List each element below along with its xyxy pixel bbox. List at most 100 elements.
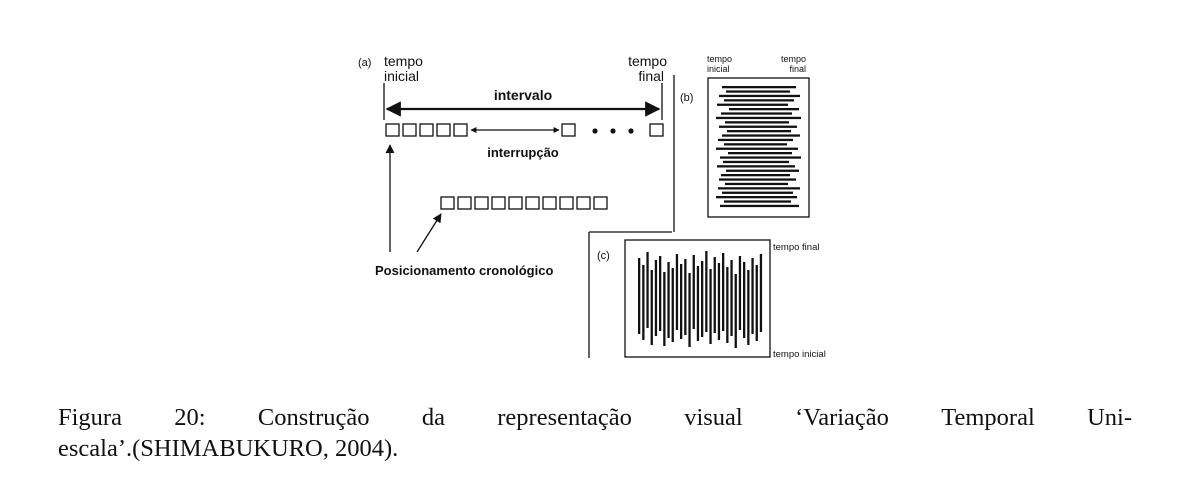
- panel-a-end-label-line1: tempo: [628, 53, 667, 69]
- panel-b-end-label-line1: tempo: [781, 54, 806, 64]
- square: [453, 123, 468, 137]
- vertical-bar: [709, 269, 712, 344]
- vertical-bar: [701, 261, 704, 337]
- square: [419, 123, 434, 137]
- caption-line-2-text: escala’.(SHIMABUKURO, 2004).: [58, 435, 399, 462]
- panel-b-start-label-line1: tempo: [707, 54, 732, 64]
- square: [440, 196, 455, 210]
- horizontal-bar: [718, 138, 793, 142]
- horizontal-bar: [718, 187, 800, 190]
- ellipsis-dots: [592, 128, 634, 134]
- caption-word: Temporal: [941, 404, 1035, 431]
- square: [402, 123, 417, 137]
- positioning-arrow-diagonal: [416, 213, 442, 253]
- square: [593, 196, 608, 210]
- vertical-bar: [696, 266, 700, 341]
- vertical-bar: [684, 259, 687, 335]
- horizontal-bar: [724, 200, 791, 203]
- square: [576, 196, 591, 210]
- horizontal-bar: [720, 204, 799, 208]
- panel-c: (c) tempo final tempo inicial: [597, 239, 826, 360]
- panel-c-vertical-bars: [638, 251, 763, 348]
- horizontal-bar: [725, 121, 789, 124]
- horizontal-bar: [722, 191, 793, 194]
- vertical-bar: [734, 274, 737, 348]
- panel-a-end-label-line2: final: [638, 68, 664, 84]
- horizontal-bar: [728, 152, 792, 155]
- horizontal-bar: [722, 86, 796, 89]
- caption-word: Uni-: [1087, 404, 1132, 431]
- horizontal-bar: [719, 125, 797, 128]
- vertical-bar: [743, 262, 746, 338]
- interval-label: intervalo: [494, 87, 552, 103]
- square: [436, 123, 451, 137]
- vertical-bar: [738, 256, 742, 330]
- panel-a-start-label-line1: tempo: [384, 53, 423, 69]
- caption-line-2: escala’.(SHIMABUKURO, 2004).: [58, 433, 1132, 464]
- horizontal-bar: [722, 134, 800, 137]
- figure-caption: Figura 20: Construção da representação visual…: [58, 402, 1132, 464]
- horizontal-bar: [721, 112, 792, 115]
- vertical-bar: [667, 262, 670, 338]
- panel-a-label: (a): [358, 57, 371, 69]
- horizontal-bar: [725, 182, 788, 186]
- panel-c-label: (c): [597, 250, 610, 262]
- horizontal-bar: [724, 143, 787, 146]
- panel-a-start-label-line2: inicial: [384, 68, 419, 84]
- panel-b-horizontal-bars: [716, 86, 801, 208]
- vertical-bar: [755, 265, 758, 341]
- horizontal-bar: [724, 99, 794, 102]
- square: [385, 123, 400, 137]
- positioning-label: Posicionamento cronológico: [375, 263, 553, 278]
- square: [508, 196, 523, 210]
- square: [542, 196, 557, 210]
- caption-word: Construção: [257, 404, 370, 431]
- vertical-bar: [747, 270, 750, 345]
- horizontal-bar: [726, 90, 790, 93]
- vertical-bar: [650, 270, 653, 345]
- vertical-bar: [654, 260, 658, 336]
- bottom-squares-row: [440, 196, 608, 210]
- vertical-bar: [663, 272, 666, 346]
- vertical-bar: [646, 252, 649, 328]
- caption-line-1: Figura 20: Construção da representação visual…: [58, 402, 1132, 433]
- vertical-bar: [638, 258, 641, 334]
- vertical-bar: [726, 267, 729, 343]
- square: [525, 196, 540, 210]
- vertical-bar: [759, 254, 763, 332]
- caption-word: visual: [684, 404, 743, 431]
- horizontal-bar: [719, 94, 800, 98]
- caption-word: da: [421, 404, 445, 431]
- vertical-bar: [717, 263, 721, 340]
- square: [649, 123, 664, 137]
- vertical-bar: [642, 265, 645, 340]
- horizontal-bar: [726, 169, 799, 172]
- vertical-bar: [659, 256, 662, 331]
- square: [457, 196, 472, 210]
- square: [474, 196, 489, 210]
- vertical-bar: [705, 251, 708, 332]
- vertical-bar: [713, 257, 716, 333]
- panel-b-start-label-line2: inicial: [707, 64, 730, 74]
- vertical-bar: [680, 264, 683, 339]
- square: [559, 196, 574, 210]
- caption-word: Figura: [58, 404, 122, 431]
- horizontal-bar: [729, 108, 799, 111]
- panel-c-bottom-label: tempo inicial: [773, 349, 826, 360]
- caption-word: representação: [497, 404, 632, 431]
- vertical-bar: [751, 258, 754, 334]
- interruption-label: interrupção: [487, 145, 559, 160]
- vertical-bar: [722, 253, 725, 331]
- horizontal-bar: [727, 130, 791, 133]
- square: [491, 196, 506, 210]
- figure-diagram: (a) tempo inicial tempo final intervalo …: [358, 53, 826, 360]
- vertical-bar: [730, 260, 733, 336]
- panel-c-frame: [624, 239, 771, 358]
- horizontal-bar: [716, 116, 801, 120]
- vertical-bar: [671, 268, 674, 342]
- horizontal-bar: [716, 147, 798, 150]
- panel-a: (a) tempo inicial tempo final intervalo …: [358, 53, 667, 278]
- panel-b-end-label-line2: final: [789, 64, 806, 74]
- horizontal-bar: [723, 160, 789, 164]
- panel-b-frame: [707, 77, 810, 218]
